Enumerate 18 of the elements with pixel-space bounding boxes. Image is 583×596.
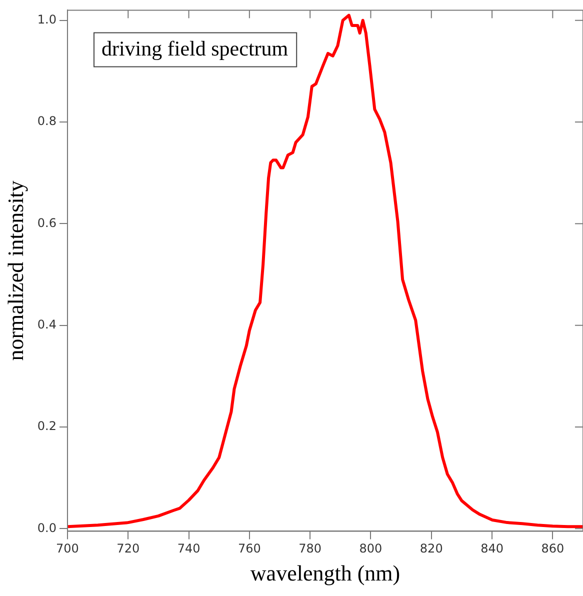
x-tick-label: 860 <box>541 542 564 556</box>
y-tick-label: 1.0 <box>37 12 56 26</box>
y-tick-label: 0.8 <box>37 114 56 128</box>
y-tick-label: 0.2 <box>37 419 56 434</box>
x-tick-label: 800 <box>359 542 382 556</box>
x-tick-label: 720 <box>116 542 140 556</box>
x-tick-label: 740 <box>177 542 200 556</box>
x-tick-label: 820 <box>420 542 443 556</box>
x-axis-title: wavelength (nm) <box>250 560 400 586</box>
y-tick-label: 0.6 <box>37 216 56 230</box>
annotation: driving field spectrum <box>101 36 288 61</box>
y-tick-label: 0.4 <box>37 317 56 332</box>
x-tick-label: 700 <box>56 542 79 556</box>
x-tick-label: 760 <box>238 542 261 556</box>
y-tick-label: 0.0 <box>37 520 56 535</box>
x-tick-label: 780 <box>298 542 322 556</box>
x-tick-label: 840 <box>480 542 504 556</box>
y-axis-title: normalized intensity <box>2 180 28 361</box>
